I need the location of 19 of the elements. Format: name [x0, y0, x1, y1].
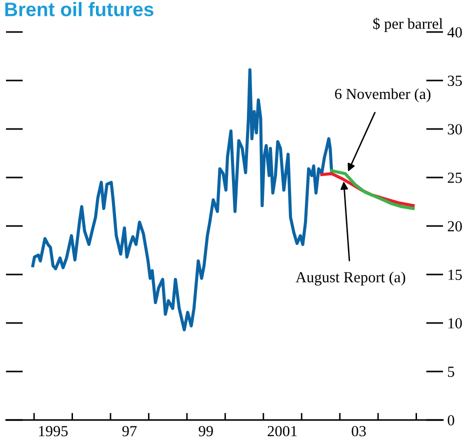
y-tick-label: 20 [448, 221, 462, 232]
y-tick-label: 40 [447, 27, 462, 38]
x-tick-label: 97 [122, 426, 137, 436]
x-tick-label: 03 [352, 426, 366, 436]
x-tick-label: 2001 [268, 426, 297, 436]
y-tick-label: 30 [448, 124, 462, 134]
y-axis-title: $ per barrel [373, 18, 443, 32]
y-tick-label: 5 [448, 366, 454, 377]
y-tick-label: 0 [448, 415, 454, 426]
x-tick-label: 1995 [39, 426, 68, 436]
x-tick-label: 99 [198, 426, 213, 436]
y-tick-label: 10 [448, 318, 462, 328]
y-tick-label: 25 [448, 172, 462, 183]
annotation: August Report (a) [296, 272, 406, 286]
chart-title: Brent oil futures [5, 2, 154, 16]
y-tick-label: 35 [448, 76, 462, 86]
line-series [330, 169, 415, 210]
annotation: 6 November (a) [335, 88, 430, 102]
y-tick-label: 15 [448, 270, 462, 280]
